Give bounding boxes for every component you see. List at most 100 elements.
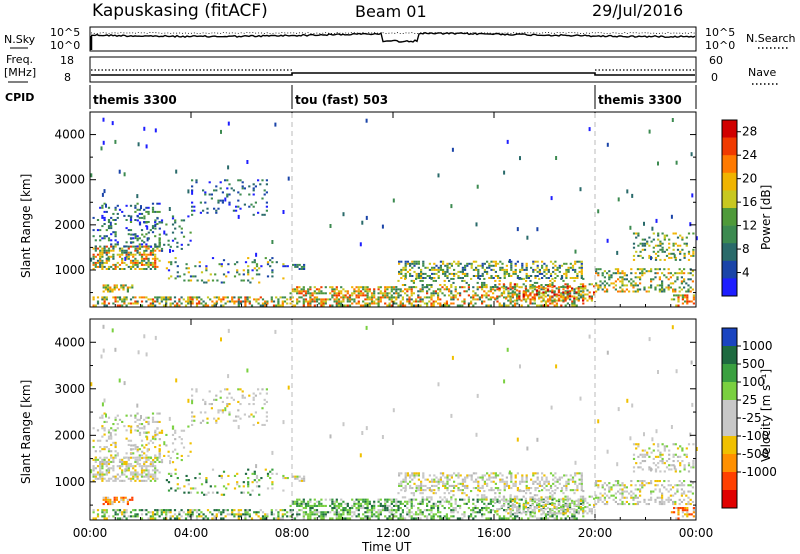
velocity-cell [158,412,161,415]
power-cell [672,274,675,277]
velocity-cell [505,484,508,487]
power-cell [130,241,133,244]
velocity-cell [580,480,583,483]
power-cell [318,290,321,293]
velocity-cell [132,471,135,474]
power-cell [406,288,409,291]
power-cell [348,294,352,297]
power-cell [576,277,579,279]
power-cell [637,244,640,247]
power-cell [691,274,694,277]
power-cell [114,296,117,299]
power-cell [463,300,466,303]
velocity-cell [220,511,223,514]
nsky-series-line [91,31,696,43]
velocity-cell [118,465,122,468]
power-cell [426,292,429,295]
power-cell [169,245,172,248]
velocity-cell [461,513,464,516]
power-cell [557,299,560,302]
power-cell [542,297,545,300]
velocity-cell [99,471,102,474]
power-cell [428,288,431,291]
power-cell [127,253,130,256]
velocity-cell [215,515,218,518]
power-cell [577,294,580,297]
velocity-cell [355,509,358,512]
power-cell [136,194,139,199]
power-cell [99,206,102,209]
power-cell [606,272,609,275]
velocity-cell [428,487,431,490]
power-cell [459,277,462,279]
velocity-cell [373,507,376,510]
power-cell [534,275,537,277]
velocity-cell [531,496,534,499]
power-cell [154,210,157,213]
power-cell [333,298,336,301]
power-cell [577,289,580,292]
power-cell [639,278,642,281]
velocity-cell [373,502,376,505]
power-cell [639,268,642,271]
power-cell [601,282,604,285]
power-cell [551,281,554,284]
power-cell [185,263,188,266]
velocity-cell [614,496,617,499]
power-cell [475,266,478,269]
power-cell [158,227,161,230]
power-cell [399,302,402,305]
velocity-cell [424,478,427,481]
velocity-cell [126,500,129,503]
velocity-cell [654,498,657,501]
power-cell [337,304,341,307]
velocity-cell [116,477,119,480]
velocity-cell [503,489,506,492]
velocity-cell [125,469,128,472]
power-cell [684,300,687,303]
velocity-cell [207,491,210,494]
power-cell [112,247,115,250]
power-cell [254,185,257,188]
power-cell [510,260,513,263]
velocity-cell [154,475,157,478]
velocity-cell [395,509,398,512]
velocity-cell [463,492,466,495]
power-cell [527,289,530,292]
power-cell [550,196,553,201]
power-cell [677,296,680,299]
power-cell [365,215,368,220]
power-cell [103,235,106,238]
velocity-cell [123,456,126,459]
power-cell [232,189,235,192]
power-cell [612,282,615,285]
power-cell [569,298,572,301]
power-cell [103,237,106,240]
power-cell [200,302,203,305]
power-cell [608,270,611,273]
velocity-cell [478,509,481,512]
power-cell [121,268,124,270]
velocity-cell [237,513,240,516]
power-cell [147,210,150,213]
power-cell [472,298,475,301]
velocity-cell [560,506,563,509]
power-cell [527,297,530,300]
power-cell [485,286,488,288]
velocity-cell [680,494,683,497]
velocity-cell [595,496,598,499]
velocity-cell [204,517,207,520]
velocity-cell [563,484,566,487]
power-cell [683,280,686,283]
power-cell [222,298,225,301]
power-cell [195,181,198,184]
power-cell [130,233,133,236]
power-cell [370,302,374,305]
velocity-cell [505,480,508,483]
velocity-cell [457,472,460,475]
velocity-cell [127,443,130,446]
velocity-cell [101,509,104,512]
velocity-cell [457,476,460,479]
power-cell [113,284,116,287]
power-cell [92,263,95,266]
